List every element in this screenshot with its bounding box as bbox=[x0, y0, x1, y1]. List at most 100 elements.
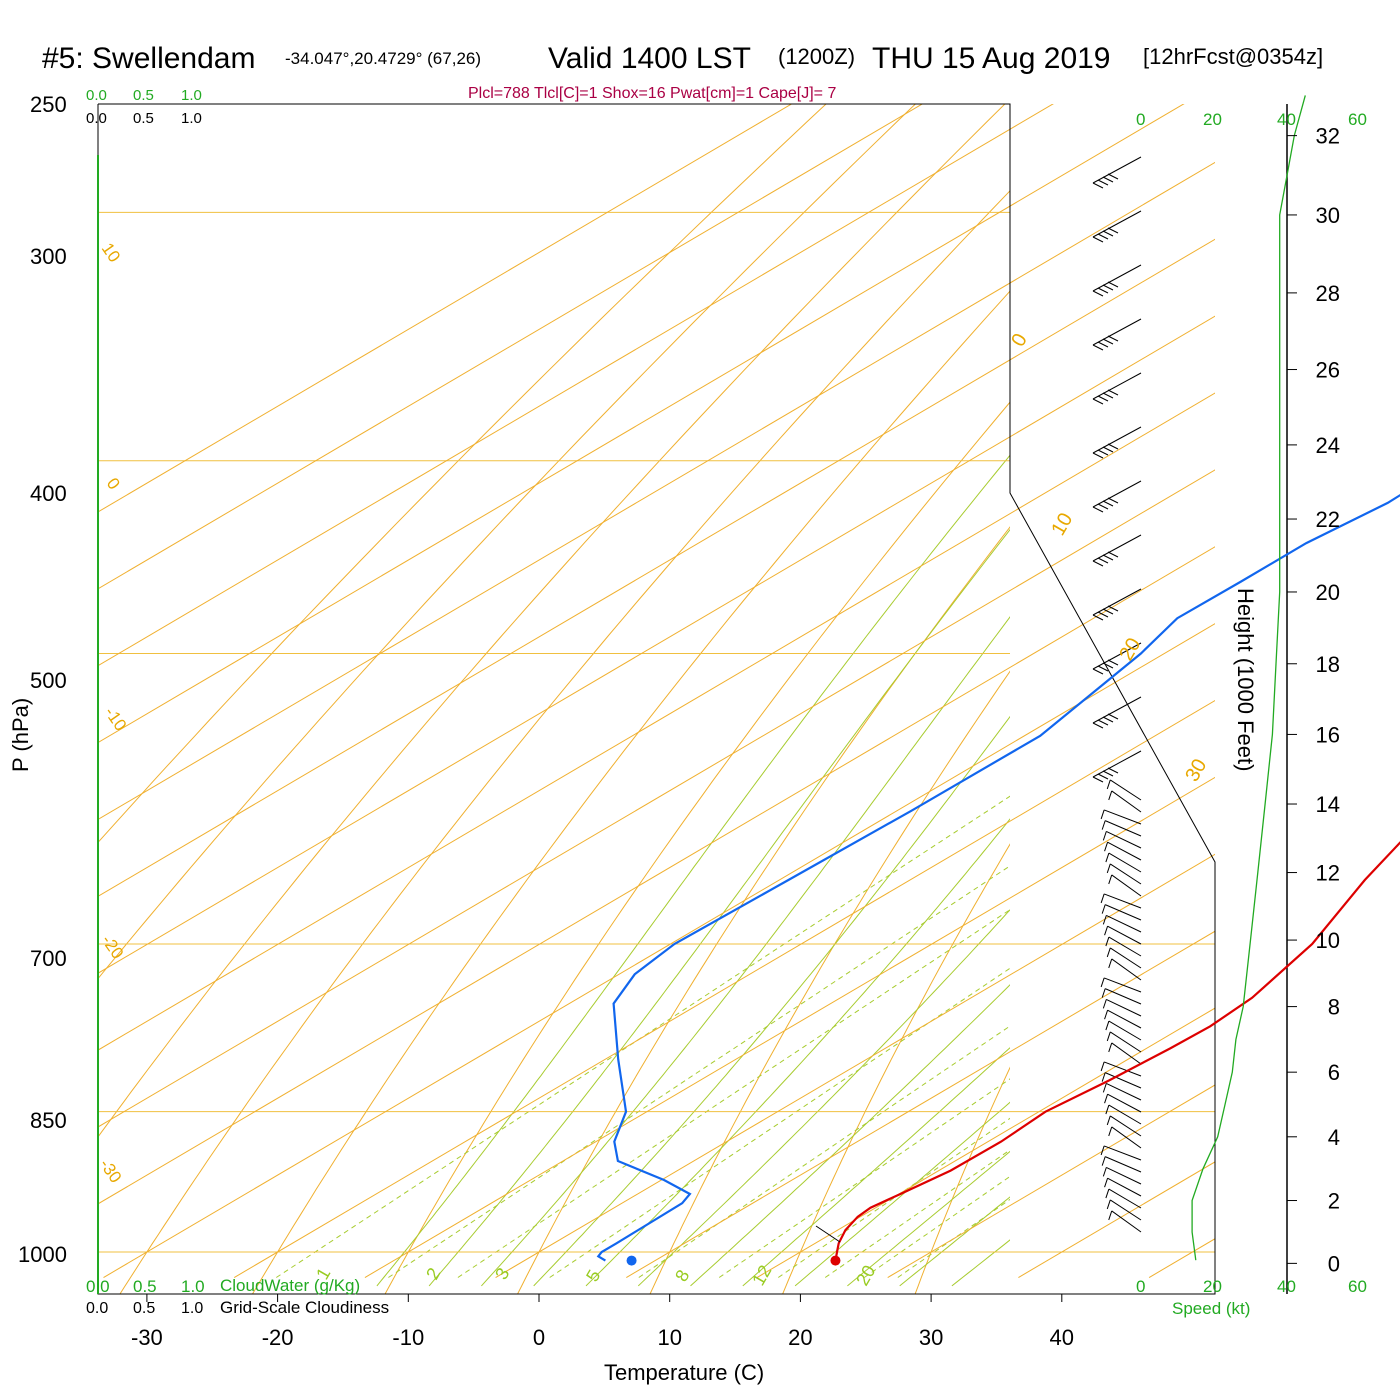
isotherm bbox=[756, 1007, 1215, 1278]
height-tick-label: 24 bbox=[1316, 433, 1340, 458]
wind-speed-axis: 0 20 40 60 0 20 40 60 Speed (kt) bbox=[1136, 110, 1367, 1318]
pressure-tick-label: 400 bbox=[30, 481, 67, 506]
moist-adiabat bbox=[481, 616, 1010, 1287]
wind-barb bbox=[1101, 1072, 1142, 1089]
mixing-ratio-label: 5 bbox=[582, 1266, 604, 1285]
wind-barb bbox=[1100, 1061, 1142, 1077]
pressure-axis-label: P (hPa) bbox=[8, 698, 33, 772]
adiabat-label: -10 bbox=[101, 703, 131, 734]
right-grid bbox=[98, 104, 1215, 1278]
dewpoint-profile bbox=[596, 493, 1400, 1262]
height-tick-label: 0 bbox=[1328, 1251, 1340, 1276]
height-tick-label: 2 bbox=[1328, 1189, 1340, 1214]
wind-barb bbox=[1105, 1188, 1142, 1209]
height-tick-label: 6 bbox=[1328, 1060, 1340, 1085]
wind-barb bbox=[1102, 830, 1142, 849]
wind-barb bbox=[1106, 947, 1142, 969]
mixing-ratio-line bbox=[824, 1149, 1010, 1278]
plot-frame bbox=[97, 103, 1288, 1295]
wind-barb bbox=[1092, 426, 1142, 459]
wind-barb bbox=[1101, 988, 1142, 1005]
height-axis-label: Height (1000 Feet) bbox=[1233, 588, 1258, 771]
wind-barb bbox=[1104, 1177, 1142, 1197]
mixing-ratio-label: 20 bbox=[852, 1262, 879, 1289]
wind-speed-profile bbox=[1191, 95, 1306, 1261]
height-tick-label: 12 bbox=[1316, 861, 1340, 886]
isotherm-label: 30 bbox=[1181, 755, 1211, 785]
temperature-tick-label: -30 bbox=[131, 1325, 163, 1350]
temperature-tick-label: 10 bbox=[657, 1325, 681, 1350]
cloudwater-label: CloudWater (g/Kg) bbox=[220, 1276, 360, 1295]
surface-dewpoint-marker bbox=[626, 1255, 637, 1266]
isotherm bbox=[364, 776, 1215, 1278]
dry-adiabat bbox=[517, 526, 1010, 1294]
isotherm bbox=[103, 623, 1215, 1278]
dry-adiabat bbox=[782, 843, 1010, 1294]
mixing-ratio-label: 8 bbox=[671, 1266, 693, 1285]
height-tick-label: 22 bbox=[1316, 507, 1340, 532]
temperature-tick-label: 20 bbox=[788, 1325, 812, 1350]
height-tick-label: 26 bbox=[1316, 358, 1340, 383]
moist-adiabat bbox=[847, 1150, 1010, 1287]
wind-barb bbox=[1108, 958, 1142, 981]
wind-barb bbox=[1100, 977, 1142, 993]
cloud-black-tick: 1.0 bbox=[181, 110, 202, 127]
temperature-tick-label: 0 bbox=[533, 1325, 545, 1350]
wind-barb bbox=[1092, 372, 1142, 405]
dry-adiabat bbox=[119, 190, 1010, 1294]
isotherm bbox=[233, 700, 1215, 1278]
wind-barb bbox=[1104, 841, 1142, 861]
wind-barb bbox=[1102, 998, 1142, 1017]
wind-barb bbox=[1106, 779, 1142, 801]
moist-adiabat bbox=[376, 454, 1010, 1287]
dry-adiabat bbox=[1048, 20, 1400, 1294]
cloud-scale-bottom: 0.0 0.5 1.0 CloudWater (g/Kg) 0.0 0.5 1.… bbox=[86, 1276, 389, 1317]
wind-barb bbox=[1108, 1210, 1142, 1233]
speed-tick-top: 60 bbox=[1348, 110, 1367, 129]
pressure-tick-label: 250 bbox=[30, 92, 67, 117]
wind-barb bbox=[1105, 1020, 1142, 1041]
cloud-green-tick: 0.5 bbox=[133, 1277, 157, 1296]
pressure-tick-label: 300 bbox=[30, 244, 67, 269]
height-tick-label: 4 bbox=[1328, 1125, 1340, 1150]
height-tick-label: 30 bbox=[1316, 203, 1340, 228]
adiabat-label: -30 bbox=[96, 1155, 126, 1186]
speed-tick-bottom: 40 bbox=[1277, 1277, 1296, 1296]
mixing-ratio-line bbox=[276, 795, 1010, 1278]
wind-barb bbox=[1101, 904, 1142, 921]
cloud-green-tick: 1.0 bbox=[181, 87, 202, 104]
forecast-date: THU 15 Aug 2019 bbox=[872, 42, 1111, 75]
parcel-segment bbox=[815, 1225, 841, 1243]
pressure-tick-label: 850 bbox=[30, 1108, 67, 1133]
wind-barb bbox=[1100, 893, 1142, 909]
wind-barb bbox=[1101, 1156, 1142, 1173]
wind-barb bbox=[1108, 790, 1142, 813]
height-tick-label: 32 bbox=[1316, 124, 1340, 149]
isotherm bbox=[98, 546, 1215, 1205]
pressure-axis: 250 300 400 500 700 850 1000 P (hPa) bbox=[8, 92, 67, 1267]
isotherm bbox=[98, 104, 1185, 744]
wind-barb bbox=[1105, 852, 1142, 873]
moist-adiabat bbox=[533, 715, 1010, 1287]
temperature-profile bbox=[834, 841, 1400, 1261]
wind-barb bbox=[1106, 863, 1142, 885]
dry-adiabat bbox=[98, 104, 827, 844]
moist-adiabat bbox=[690, 984, 1010, 1287]
isotherm-label: 20 bbox=[1115, 634, 1145, 664]
wind-barb bbox=[1104, 925, 1142, 945]
mixing-ratio-line bbox=[864, 1175, 1010, 1278]
wind-barb bbox=[1108, 1042, 1142, 1065]
temperature-tick-label: -20 bbox=[262, 1325, 294, 1350]
sounding-parameters: Plcl=788 Tlcl[C]=1 Shox=16 Pwat[cm]=1 Ca… bbox=[468, 85, 836, 102]
moist-adiabat bbox=[794, 1101, 1010, 1287]
cloud-green-tick: 0.0 bbox=[86, 1277, 110, 1296]
wind-barb bbox=[1092, 318, 1142, 351]
isotherm-label: 10 bbox=[1047, 509, 1077, 539]
height-tick-label: 28 bbox=[1316, 281, 1340, 306]
moist-adiabat bbox=[637, 909, 1010, 1287]
height-tick-label: 10 bbox=[1316, 928, 1340, 953]
speed-tick-bottom: 20 bbox=[1203, 1277, 1222, 1296]
height-tick-label: 20 bbox=[1316, 580, 1340, 605]
isotherm bbox=[98, 104, 1054, 667]
moist-adiabat bbox=[585, 818, 1010, 1287]
